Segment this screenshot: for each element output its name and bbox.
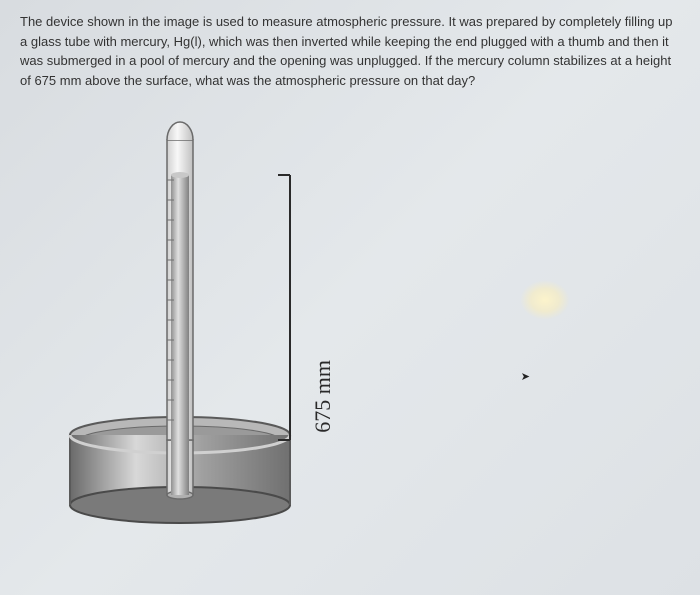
question-text: The device shown in the image is used to… [0,0,700,102]
mouse-cursor: ➤ [521,370,530,383]
mercury-column [171,175,189,495]
question-body: The device shown in the image is used to… [20,14,673,88]
barometer-diagram: 675 mm [60,100,340,580]
measurement-label: 675 mm [310,360,336,433]
tube-top-round [167,122,193,140]
barometer-svg [60,100,340,580]
mercury-meniscus [171,172,189,178]
photo-glare [520,280,570,320]
measurement-bracket [278,175,290,440]
